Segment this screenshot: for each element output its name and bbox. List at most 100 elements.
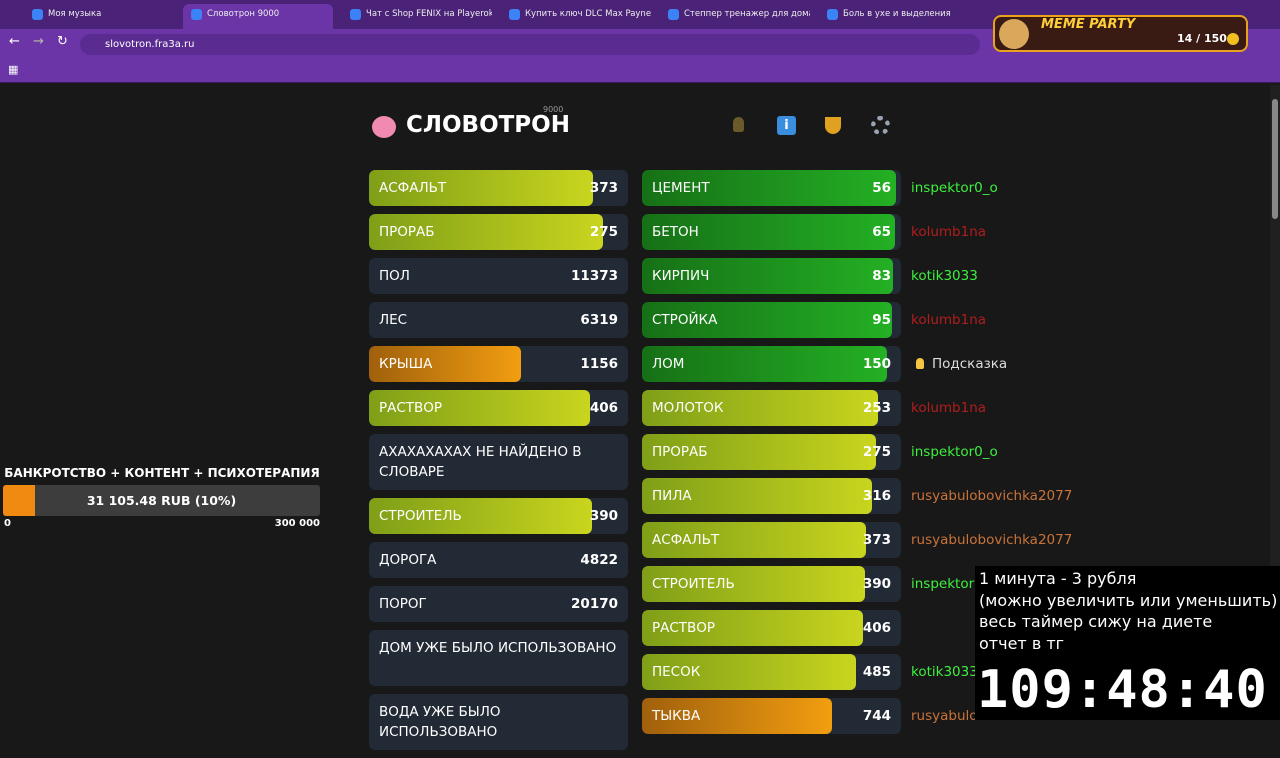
score: 390 (862, 576, 891, 592)
word: СТРОЙКА (652, 312, 718, 328)
word: ЛОМ (652, 356, 685, 372)
scrollbar[interactable] (1270, 85, 1280, 720)
word: ЦЕМЕНТ (652, 180, 710, 196)
address-bar[interactable]: slovotron.fra3a.ru (80, 34, 980, 55)
score-fill (369, 170, 594, 206)
score: 390 (589, 508, 618, 524)
fund-min: 0 (4, 518, 11, 529)
username: kolumb1na (911, 224, 987, 240)
tab[interactable]: Степпер тренажер для дома к (660, 4, 810, 29)
username: inspektor0_o (911, 180, 998, 196)
word-row: СТРОИТЕЛЬ 390 (369, 498, 628, 534)
word-row: ДОРОГА 4822 (369, 542, 628, 578)
info-icon[interactable]: i (777, 116, 796, 135)
score: 95 (872, 312, 891, 328)
score-fill (369, 498, 592, 534)
word-row: ПИЛА 316 (642, 478, 901, 514)
word-row: ПРОРАБ 275 (369, 214, 628, 250)
word: БЕТОН (652, 224, 699, 240)
guess-list: АСФАЛЬТ 373 ПРОРАБ 275 ПОЛ 11373 ЛЕС 6319 КРЫША 1… (369, 170, 628, 758)
score: 4822 (580, 552, 618, 568)
word: АСФАЛЬТ (379, 180, 447, 196)
word-row: БЕТОН 65 (642, 214, 901, 250)
message-row: ВОДА УЖЕ БЫЛО ИСПОЛЬЗОВАНО (369, 694, 628, 750)
word-row: СТРОЙКА 95 (642, 302, 901, 338)
tab[interactable]: Боль в ухе и выделения (819, 4, 969, 29)
word-row: КРЫША 1156 (369, 346, 628, 382)
tab[interactable]: Словотрон 9000 (183, 4, 333, 29)
word-row: ЛОМ 150 (642, 346, 901, 382)
username: kotik3033 (911, 268, 978, 284)
score: 275 (589, 224, 618, 240)
game-title: СЛОВОТРОН (406, 112, 570, 138)
settings-icon[interactable] (871, 116, 890, 135)
note-line: отчет в тг (979, 633, 1065, 653)
word-row: ПОРОГ 20170 (369, 586, 628, 622)
username: rusyabulobovichka2077 (911, 532, 1073, 548)
score: 373 (862, 532, 891, 548)
word-row: РАСТВОР 406 (642, 610, 901, 646)
word-row: РАСТВОР 406 (369, 390, 628, 426)
word: ПРОРАБ (652, 444, 708, 460)
timer: 109:48:40 (977, 660, 1268, 720)
word: ПОРОГ (379, 596, 427, 612)
username: kotik3033 (911, 664, 978, 680)
apps-icon[interactable]: ▦ (8, 63, 19, 76)
score: 275 (862, 444, 891, 460)
trophy-icon[interactable] (825, 117, 841, 134)
doge-icon (999, 19, 1029, 49)
fund-amount: 31 105.48 RUB (10%) (86, 493, 237, 508)
title-badge: 9000 (543, 105, 564, 114)
username: inspektor0_o (911, 444, 998, 460)
score-fill (642, 610, 864, 646)
word-row: КИРПИЧ 83 (642, 258, 901, 294)
reload-button[interactable]: ↻ (57, 34, 68, 49)
score-fill (642, 258, 894, 294)
score: 1156 (580, 356, 618, 372)
word: КИРПИЧ (652, 268, 710, 284)
message-row: ДОМ УЖЕ БЫЛО ИСПОЛЬЗОВАНО (369, 630, 628, 686)
word-row: АСФАЛЬТ 373 (369, 170, 628, 206)
tab-bar: Моя музыка Словотрон 9000 Чат с Shop FENIX… (0, 0, 1280, 29)
score: 406 (862, 620, 891, 636)
message-row: АХАХАХАХАХ НЕ НАЙДЕНО В СЛОВАРЕ (369, 434, 628, 490)
word: МОЛОТОК (652, 400, 724, 416)
score-fill (642, 390, 878, 426)
word-row: ЦЕМЕНТ 56 (642, 170, 901, 206)
word-row: ТЫКВА 744 (642, 698, 901, 734)
word-row: ПЕСОК 485 (642, 654, 901, 690)
word: КРЫША (379, 356, 433, 372)
score: 6319 (580, 312, 618, 328)
hint-icon[interactable] (733, 117, 744, 132)
word: СТРОИТЕЛЬ (652, 576, 735, 592)
score-fill (369, 214, 603, 250)
word: ПРОРАБ (379, 224, 435, 240)
hint-bulb (916, 358, 924, 369)
tab[interactable]: Купить ключ DLC Max Payne 3 (501, 4, 651, 29)
score-fill (642, 214, 895, 250)
word: ДОРОГА (379, 552, 437, 568)
bookmarks-bar: ▦ (0, 59, 1280, 83)
back-button[interactable]: ← (9, 34, 20, 49)
meme-party-widget: MEME PARTY 14 / 150 (993, 15, 1248, 52)
score: 65 (872, 224, 891, 240)
forward-button[interactable]: → (33, 34, 44, 49)
tab[interactable]: Чат с Shop FENIX на Playerok (342, 4, 492, 29)
username: rusyabulobovichka2077 (911, 488, 1073, 504)
score-fill (642, 654, 857, 690)
tab[interactable]: Моя музыка (24, 4, 174, 29)
score-fill (369, 390, 591, 426)
coin-icon (1227, 33, 1239, 45)
word-row: ПОЛ 11373 (369, 258, 628, 294)
score-fill (642, 566, 865, 602)
scroll-thumb[interactable] (1272, 99, 1278, 219)
word: ЛЕС (379, 312, 408, 328)
word: ПЕСОК (652, 664, 701, 680)
ranked-list: ЦЕМЕНТ 56 БЕТОН 65 КИРПИЧ 83 СТРОЙКА 95 ЛОМ 150 МО… (642, 170, 901, 742)
note-lines: 1 минута - 3 рубля (можно увеличить или у… (979, 568, 1277, 654)
score: 20170 (571, 596, 618, 612)
message: ВОДА УЖЕ БЫЛО ИСПОЛЬЗОВАНО (379, 704, 501, 740)
username: kolumb1na (911, 312, 987, 328)
